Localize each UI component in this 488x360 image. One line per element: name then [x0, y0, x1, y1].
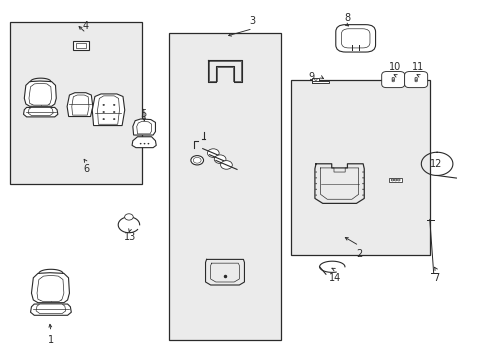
Text: 13: 13 [123, 232, 136, 242]
Text: 5: 5 [140, 109, 146, 119]
FancyBboxPatch shape [335, 24, 375, 52]
Text: 3: 3 [249, 17, 255, 27]
Circle shape [391, 77, 394, 79]
FancyBboxPatch shape [404, 72, 427, 87]
Circle shape [315, 189, 316, 190]
Circle shape [390, 179, 393, 181]
Text: 6: 6 [83, 164, 89, 174]
Circle shape [362, 183, 363, 184]
Bar [312, 78, 318, 83]
Text: 7: 7 [432, 273, 438, 283]
Circle shape [362, 189, 363, 190]
Polygon shape [36, 304, 65, 314]
Circle shape [193, 157, 201, 163]
Circle shape [147, 143, 149, 144]
Text: 4: 4 [83, 21, 89, 31]
Circle shape [414, 80, 416, 82]
Text: 11: 11 [410, 62, 423, 72]
Circle shape [315, 183, 316, 184]
Circle shape [391, 80, 394, 82]
Polygon shape [72, 95, 89, 115]
Polygon shape [76, 42, 86, 49]
Polygon shape [31, 273, 69, 303]
Bar [168, 33, 281, 339]
Text: 9: 9 [308, 72, 314, 82]
Bar [312, 81, 328, 83]
Circle shape [394, 179, 396, 181]
Circle shape [103, 104, 104, 105]
Circle shape [113, 118, 115, 120]
Circle shape [397, 179, 399, 181]
Circle shape [314, 78, 316, 80]
FancyBboxPatch shape [341, 29, 369, 48]
Polygon shape [132, 137, 156, 148]
Text: 1: 1 [48, 334, 54, 345]
Text: 10: 10 [388, 62, 400, 72]
Circle shape [113, 112, 115, 113]
Circle shape [220, 161, 232, 169]
Polygon shape [29, 83, 52, 105]
Circle shape [143, 143, 145, 144]
Text: 12: 12 [429, 159, 442, 169]
Polygon shape [67, 93, 93, 117]
Circle shape [124, 214, 133, 220]
Circle shape [414, 79, 416, 81]
Bar [290, 80, 429, 255]
Text: 2: 2 [355, 248, 362, 258]
Circle shape [103, 118, 104, 120]
Bar [388, 178, 401, 182]
Polygon shape [133, 119, 155, 135]
Polygon shape [73, 41, 89, 50]
Polygon shape [37, 275, 64, 301]
Circle shape [214, 155, 225, 163]
Polygon shape [97, 96, 119, 124]
Circle shape [391, 79, 394, 81]
Circle shape [414, 77, 416, 79]
Bar [10, 22, 142, 184]
Circle shape [140, 143, 141, 144]
Circle shape [207, 149, 219, 157]
Text: 14: 14 [328, 273, 340, 283]
Polygon shape [92, 94, 124, 126]
Polygon shape [30, 304, 71, 315]
Circle shape [362, 177, 363, 178]
Polygon shape [24, 81, 56, 106]
Polygon shape [23, 107, 58, 117]
Circle shape [103, 112, 104, 113]
Circle shape [315, 177, 316, 178]
Circle shape [190, 156, 203, 165]
Polygon shape [137, 121, 151, 134]
FancyBboxPatch shape [381, 72, 404, 87]
Polygon shape [28, 107, 53, 116]
Circle shape [113, 104, 115, 105]
Text: 8: 8 [344, 13, 350, 23]
